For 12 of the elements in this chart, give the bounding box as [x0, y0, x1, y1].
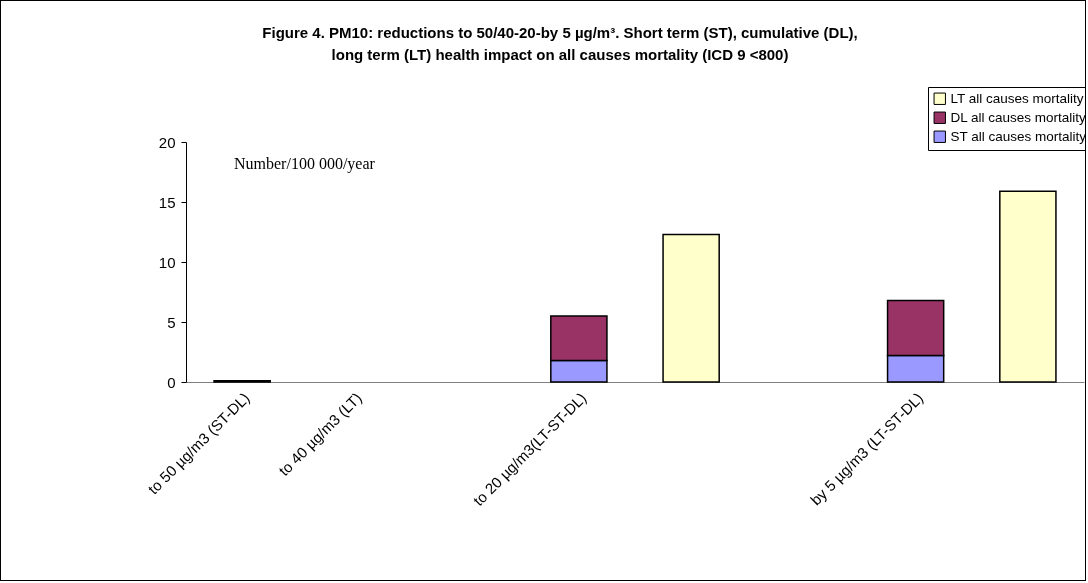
- legend-label: LT all causes mortality: [950, 90, 1084, 106]
- text: Figure 4. PM10: reductions to 50/40-20-by 5 µg/m³. Short term (ST), cumulative (DL),: [262, 23, 858, 41]
- y-tick-label: 10: [158, 253, 176, 271]
- y-tick-label: 20: [158, 133, 176, 151]
- bar: [662, 233, 720, 383]
- y-tick-label: 15: [158, 193, 176, 211]
- y-tick-label: 0: [167, 373, 176, 391]
- bar: [999, 190, 1057, 383]
- legend-label: DL all causes mortality: [950, 109, 1087, 125]
- y-tick-label: 5: [167, 313, 176, 331]
- text: long term (LT) health impact on all causes mortality (ICD 9 <800): [331, 45, 789, 63]
- annotation: Number/100 000/year: [234, 155, 376, 173]
